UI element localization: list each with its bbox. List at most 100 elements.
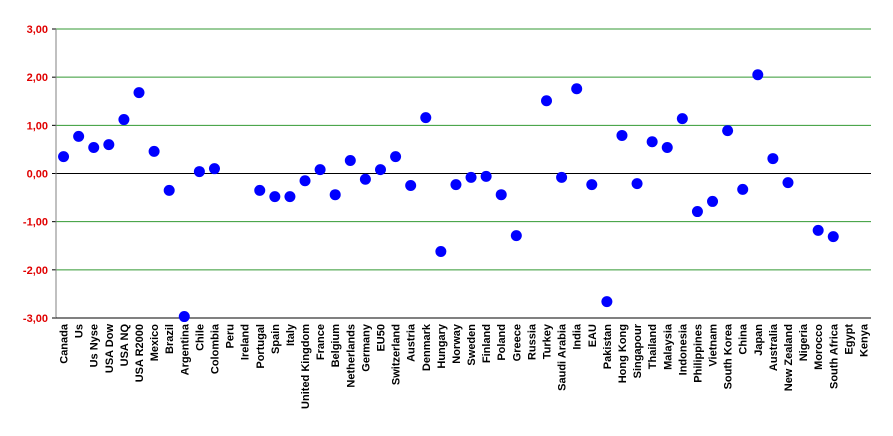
x-tick-label: Switzerland xyxy=(391,324,403,385)
y-tick-label: -2,00 xyxy=(23,265,48,277)
dot xyxy=(390,151,402,163)
x-tick-label: Kenya xyxy=(858,323,870,357)
x-tick-label: Us xyxy=(74,324,86,338)
x-tick-label: Germany xyxy=(360,323,372,372)
dot xyxy=(616,129,628,141)
x-tick-label: Poland xyxy=(496,324,508,361)
x-tick-label: France xyxy=(315,324,327,360)
x-tick-label: Turkey xyxy=(542,323,554,359)
x-tick-label: Sweden xyxy=(466,324,478,366)
dot xyxy=(73,130,85,142)
x-tick-label: Egypt xyxy=(843,324,855,355)
x-tick-label: Norway xyxy=(451,323,463,364)
x-tick-label: Japan xyxy=(753,324,765,356)
dot xyxy=(586,179,598,191)
dot xyxy=(495,189,507,201)
x-tick-label: India xyxy=(572,323,584,350)
x-tick-label: Colombia xyxy=(209,323,221,374)
dot xyxy=(812,224,824,236)
dot xyxy=(299,175,311,187)
dot xyxy=(661,141,673,153)
x-tick-label: USA NQ xyxy=(119,324,131,367)
x-tick-label: Greece xyxy=(511,324,523,361)
dot xyxy=(737,183,749,195)
x-tick-label: Hungary xyxy=(436,323,448,369)
x-tick-label: Belgium xyxy=(330,324,342,368)
dot xyxy=(480,170,492,182)
dot xyxy=(435,246,447,258)
dot xyxy=(782,177,794,189)
dot xyxy=(676,113,688,125)
x-tick-label: Singapour xyxy=(632,323,644,378)
x-tick-label: United Kingdom xyxy=(300,324,312,409)
y-tick-label: 2,00 xyxy=(27,72,48,84)
x-tick-label: Saudi Arabia xyxy=(557,323,569,391)
dot xyxy=(284,191,296,203)
dot xyxy=(344,154,356,166)
dot xyxy=(556,171,568,183)
y-tick-label: 0,00 xyxy=(27,169,48,181)
x-tick-label: Denmark xyxy=(421,323,433,371)
dot xyxy=(767,153,779,165)
dot xyxy=(707,195,719,207)
dot xyxy=(827,231,839,243)
dot xyxy=(58,151,70,163)
y-tick-label: -3,00 xyxy=(23,313,48,325)
x-tick-label: USA Dow xyxy=(104,324,116,374)
x-tick-label: Thailand xyxy=(647,324,659,369)
dot xyxy=(133,87,145,99)
dot xyxy=(465,171,477,183)
x-tick-label: Netherlands xyxy=(345,324,357,388)
x-tick-label: China xyxy=(738,323,750,354)
x-tick-label: Spain xyxy=(270,324,282,354)
dot xyxy=(631,178,643,190)
dot xyxy=(118,114,130,126)
dot xyxy=(208,163,220,175)
x-tick-label: Brazil xyxy=(164,324,176,354)
x-tick-label: Mexico xyxy=(149,324,161,362)
dot xyxy=(88,141,100,153)
x-tick-label: Australia xyxy=(768,323,780,371)
x-tick-label: Canada xyxy=(59,323,71,364)
x-tick-label: Vietnam xyxy=(708,324,720,367)
dot xyxy=(510,230,522,242)
x-tick-label: Finland xyxy=(481,324,493,363)
x-tick-label: Peru xyxy=(225,324,237,348)
dot xyxy=(722,125,734,137)
x-tick-label: Ireland xyxy=(240,324,252,360)
dot xyxy=(163,184,175,196)
dot xyxy=(405,180,417,192)
dot xyxy=(148,145,160,157)
dot xyxy=(571,83,583,95)
dot xyxy=(269,191,281,203)
x-tick-label: Indonesia xyxy=(677,323,689,375)
y-tick-label: -1,00 xyxy=(23,217,48,229)
dot xyxy=(374,164,386,176)
y-tick-label: 1,00 xyxy=(27,120,48,132)
x-tick-label: South Africa xyxy=(828,323,840,389)
x-tick-label: EU50 xyxy=(375,324,387,352)
dot xyxy=(541,95,553,107)
x-tick-label: Philippines xyxy=(692,324,704,383)
dot xyxy=(359,173,371,185)
x-tick-label: EAU xyxy=(587,324,599,347)
dot xyxy=(420,112,432,124)
x-tick-label: Pakistan xyxy=(602,324,614,370)
dot xyxy=(691,206,703,218)
x-tick-label: New Zealand xyxy=(783,324,795,391)
x-tick-label: Us Nyse xyxy=(89,324,101,367)
x-tick-label: Portugal xyxy=(255,324,267,369)
dot xyxy=(178,311,190,323)
dot xyxy=(646,136,658,148)
dot xyxy=(329,189,341,201)
x-tick-label: South Korea xyxy=(723,323,735,389)
dot xyxy=(193,166,205,178)
x-tick-label: Russia xyxy=(526,323,538,360)
dot xyxy=(752,69,764,81)
x-tick-label: Italy xyxy=(285,323,297,346)
x-tick-label: USA R2000 xyxy=(134,324,146,382)
dot xyxy=(254,184,266,196)
dot xyxy=(450,179,462,191)
x-tick-label: Argentina xyxy=(179,323,191,375)
